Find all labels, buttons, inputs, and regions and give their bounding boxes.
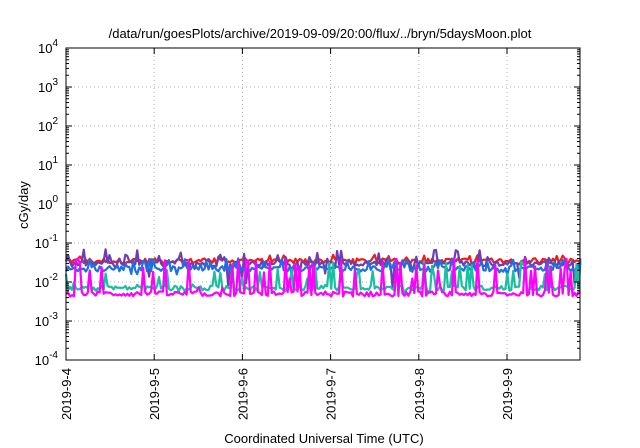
x-axis: 2019-9-4 2019-9-5 2019-9-6 2019-9-7 2019-9-8… [59,48,515,420]
y-tick-label: 10-2 [35,272,59,290]
y-tick-label: 10-3 [35,311,59,329]
x-axis-label: Coordinated Universal Time (UTC) [224,431,423,446]
y-tick-label: 100 [38,194,58,212]
y-tick-label: 101 [38,155,58,173]
x-tick-label: 2019-9-9 [500,368,515,420]
y-tick-label: 10-4 [35,350,59,368]
y-tick-label: 102 [38,116,58,134]
x-tick-label: 2019-9-7 [324,368,339,420]
series-layer [64,248,582,298]
y-tick-label: 103 [38,77,58,95]
y-tick-label: 10-1 [35,233,59,251]
y-axis: 10-4 10-3 10-2 10-1 100 101 102 103 104 [35,38,580,368]
series-line [65,257,581,298]
x-tick-label: 2019-9-4 [59,368,74,420]
x-tick-label: 2019-9-5 [147,368,162,420]
x-tick-label: 2019-9-6 [235,368,250,420]
y-axis-label: cGy/day [16,181,31,229]
y-tick-label: 104 [38,38,58,56]
grid [66,48,580,360]
chart-title: /data/run/goesPlots/archive/2019-09-09/2… [109,26,532,41]
x-tick-label: 2019-9-8 [412,368,427,420]
